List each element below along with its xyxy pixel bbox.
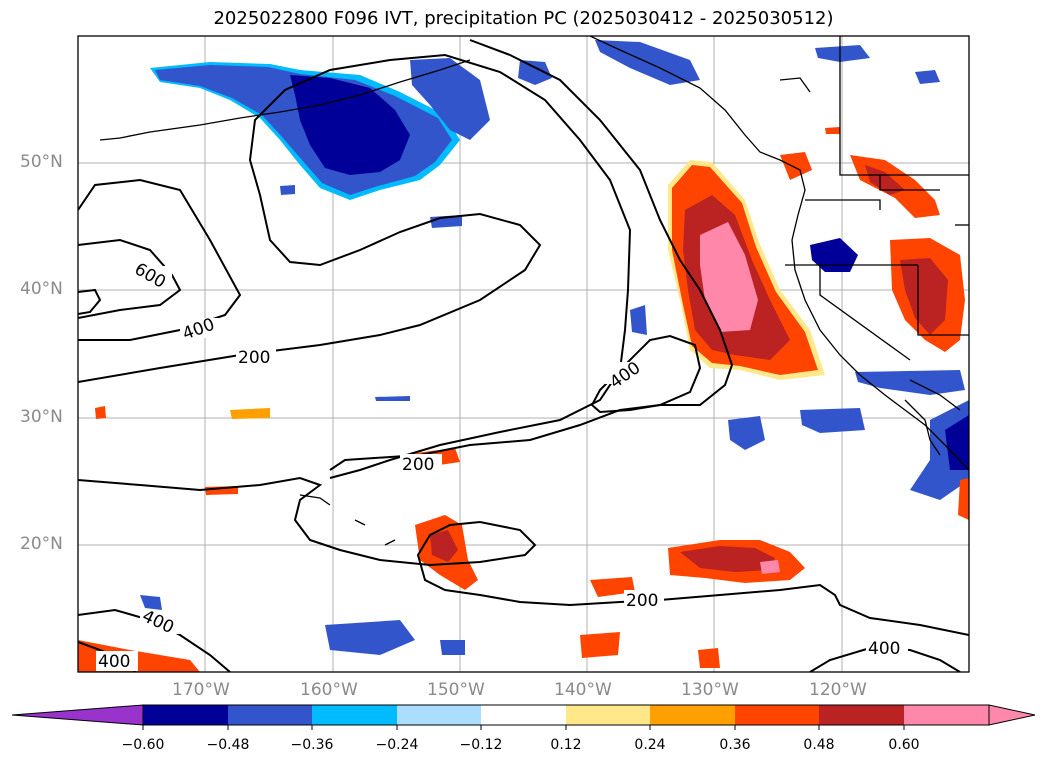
contour-label-400-d: 400 [98, 652, 130, 672]
lon-label-130w: 130°W [681, 680, 739, 700]
lon-label-160w: 160°W [300, 680, 358, 700]
lon-label-140w: 140°W [554, 680, 612, 700]
colorbar-tick-label: −0.48 [193, 737, 263, 753]
contour-label-200-a: 200 [238, 348, 270, 368]
colorbar-extend-high [989, 705, 1035, 725]
colorbar-bin [228, 705, 312, 725]
colorbar-tick-label: −0.60 [108, 737, 178, 753]
colorbar-bin [143, 705, 228, 725]
colorbar-tick-label: −0.24 [362, 737, 432, 753]
lat-label-40n: 40°N [20, 279, 63, 299]
colorbar-bin [312, 705, 397, 725]
colorbar-bin [904, 705, 989, 725]
contour-label-200-b: 200 [402, 455, 434, 475]
lat-label-50n: 50°N [20, 152, 63, 172]
colorbar-bin [735, 705, 819, 725]
colorbar-tick-label: 0.12 [531, 737, 601, 753]
colorbar-tick-label: 0.36 [700, 737, 770, 753]
colorbar-bin [650, 705, 735, 725]
contour-label-200-c: 200 [626, 591, 658, 611]
lon-label-170w: 170°W [172, 680, 230, 700]
colorbar-tick-label: 0.24 [615, 737, 685, 753]
colorbar [12, 705, 1035, 730]
colorbar-bin [566, 705, 650, 725]
colorbar-bin [481, 705, 566, 725]
map-area: 600 400 200 400 200 200 400 400 400 [78, 36, 969, 672]
colorbar-tick-label: 0.60 [869, 737, 939, 753]
colorbar-tick-label: 0.48 [784, 737, 854, 753]
lon-label-150w: 150°W [427, 680, 485, 700]
contour-label-400-e: 400 [868, 639, 900, 659]
colorbar-bin [397, 705, 481, 725]
lon-label-120w: 120°W [809, 680, 867, 700]
colorbar-extend-low [12, 705, 143, 725]
ivt-contours [78, 40, 969, 672]
colorbar-tick-label: −0.36 [277, 737, 347, 753]
lat-label-20n: 20°N [20, 534, 63, 554]
positive-anomaly-areas [78, 127, 969, 672]
lat-label-30n: 30°N [20, 407, 63, 427]
colorbar-bin [819, 705, 904, 725]
colorbar-tick-label: −0.12 [446, 737, 516, 753]
